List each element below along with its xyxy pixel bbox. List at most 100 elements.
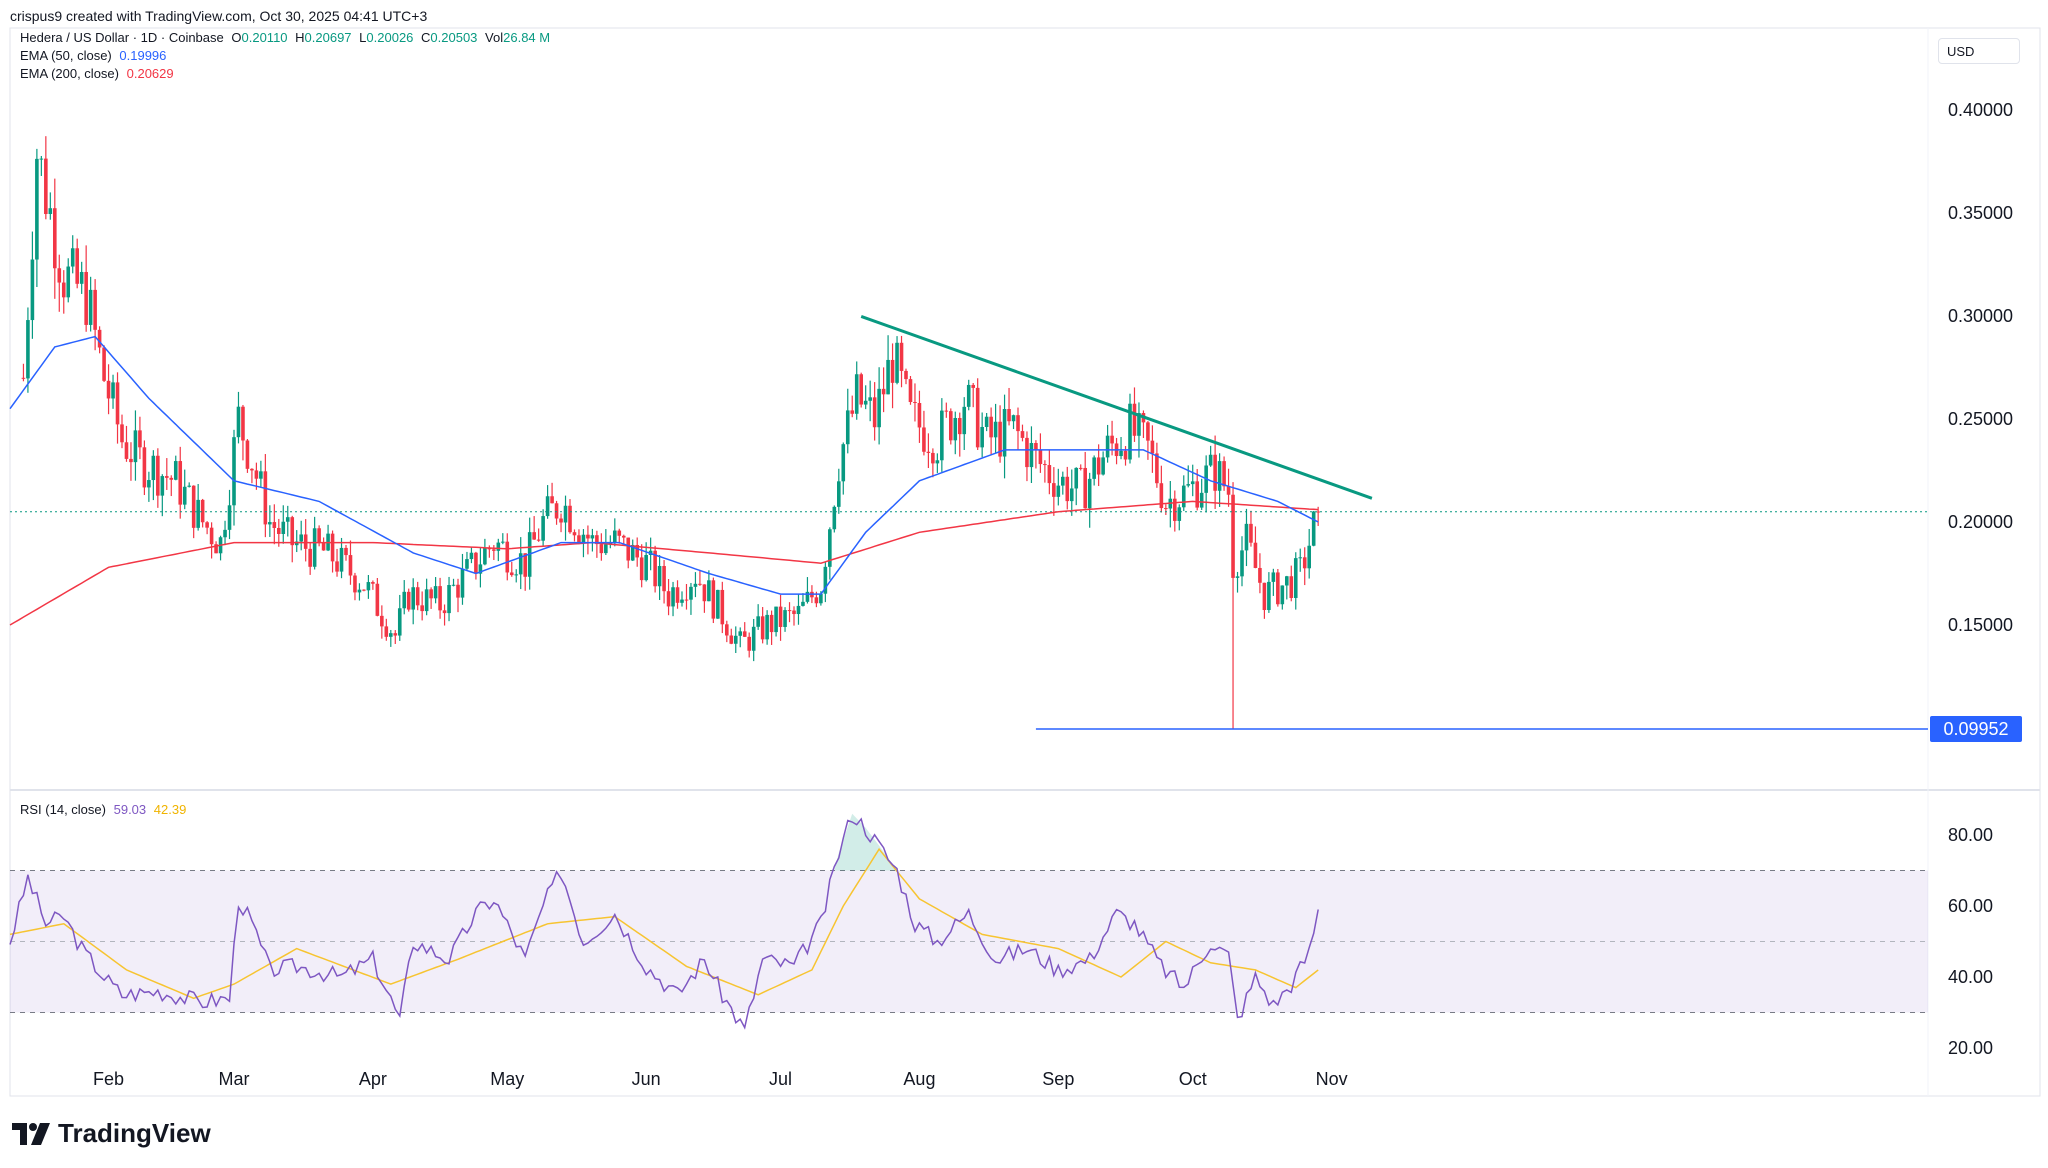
candle-body xyxy=(478,564,483,574)
candle-body xyxy=(1276,572,1280,605)
low-value: 0.20026 xyxy=(366,30,414,45)
rsi-axis[interactable]: 80.00 60.00 40.00 20.00 xyxy=(1948,825,1993,1058)
close-value: 0.20503 xyxy=(430,30,478,45)
candle-body xyxy=(1155,453,1159,484)
candle-body xyxy=(523,553,527,577)
candle-body xyxy=(940,410,944,461)
candle-body xyxy=(1190,481,1195,485)
volume-value: 26.84 M xyxy=(503,30,551,45)
tradingview-logo-icon xyxy=(12,1122,50,1145)
candle-body xyxy=(371,582,375,584)
candle-body xyxy=(133,430,138,463)
candle-body xyxy=(469,552,474,560)
symbol-name[interactable]: Hedera / US Dollar · 1D · Coinbase xyxy=(20,30,224,45)
candle-body xyxy=(760,616,765,640)
candle-body xyxy=(1289,576,1294,598)
candle-body xyxy=(438,586,442,611)
candle-body xyxy=(792,610,796,615)
candle-body xyxy=(559,518,563,523)
low-price-badge[interactable] xyxy=(1930,716,2022,743)
close-label: C xyxy=(421,30,431,45)
candle-body xyxy=(290,517,295,546)
candle-body xyxy=(245,440,250,469)
candle-body xyxy=(747,636,751,651)
candle-body xyxy=(442,610,447,614)
time-tick-label: Feb xyxy=(93,1069,124,1089)
candle-body xyxy=(1213,454,1217,491)
candle-body xyxy=(30,259,35,321)
candle-body xyxy=(662,566,666,592)
candle-body xyxy=(975,387,980,448)
candle-body xyxy=(61,282,66,298)
candle-body xyxy=(671,587,675,607)
candle-body xyxy=(411,587,415,610)
candle-body xyxy=(173,461,178,480)
candle-body xyxy=(48,208,53,215)
candle-body xyxy=(420,605,424,612)
price-axis[interactable]: 0.40000 0.35000 0.30000 0.25000 0.20000 0.150… xyxy=(1948,100,2013,635)
candle-body xyxy=(160,476,165,496)
candle-body xyxy=(348,555,353,576)
time-tick-label: Jun xyxy=(632,1069,661,1089)
candle-body xyxy=(980,426,984,448)
candle-body xyxy=(402,591,407,609)
candle-body xyxy=(841,444,846,482)
price-tick-label: 0.30000 xyxy=(1948,306,2013,326)
candle-body xyxy=(277,527,281,534)
candle-body xyxy=(451,584,456,586)
brand-name: TradingView xyxy=(58,1118,211,1148)
candle-body xyxy=(35,158,39,260)
candle-body xyxy=(353,575,357,593)
candle-body xyxy=(1271,572,1276,582)
candle-body xyxy=(738,631,743,636)
candle-body xyxy=(769,614,774,633)
candle-body xyxy=(554,503,559,519)
candle-body xyxy=(415,587,420,606)
time-tick-label: May xyxy=(490,1069,524,1089)
candle-body xyxy=(456,584,460,598)
candle-body xyxy=(156,455,160,496)
candle-body xyxy=(380,615,384,627)
rsi-legend[interactable]: RSI (14, close) 59.03 42.39 xyxy=(20,802,186,817)
candle-body xyxy=(796,605,801,615)
ema50-line xyxy=(9,335,1319,595)
candle-body xyxy=(93,289,97,330)
candle-body xyxy=(362,589,366,591)
time-tick-label: Apr xyxy=(359,1069,387,1089)
rsi-tick-label: 80.00 xyxy=(1948,825,1993,845)
tradingview-logo[interactable]: TradingView xyxy=(12,1118,211,1149)
candle-body xyxy=(205,522,209,528)
candle-body xyxy=(344,547,348,556)
ema50-value: 0.19996 xyxy=(119,48,167,63)
ema200-legend[interactable]: EMA (200, close) 0.20629 xyxy=(20,66,174,81)
descending-trendline[interactable] xyxy=(860,314,1373,500)
candle-body xyxy=(1262,582,1267,611)
candle-body xyxy=(1280,585,1285,605)
time-tick-label: Sep xyxy=(1042,1069,1074,1089)
candle-body xyxy=(644,555,648,581)
rsi-tick-label: 20.00 xyxy=(1948,1038,1993,1058)
candle-body xyxy=(895,342,899,383)
candle-body xyxy=(389,633,393,637)
candle-body xyxy=(823,566,828,594)
ema50-label: EMA (50, close) xyxy=(20,48,112,63)
candle-body xyxy=(541,516,545,541)
candle-body xyxy=(993,421,998,438)
candle-body xyxy=(653,550,657,587)
currency-selector[interactable]: USD xyxy=(1938,38,2020,64)
ema50-legend[interactable]: EMA (50, close) 0.19996 xyxy=(20,48,166,63)
candle-body xyxy=(335,561,339,572)
ema200-value: 0.20629 xyxy=(126,66,174,81)
candle-body xyxy=(474,552,478,574)
candle-body xyxy=(182,486,187,505)
candle-body xyxy=(111,382,115,399)
high-label: H xyxy=(295,30,305,45)
time-axis[interactable]: Feb Mar Apr May Jun Jul Aug Sep Oct Nov xyxy=(93,1069,1348,1089)
candle-body xyxy=(828,529,832,567)
candle-body xyxy=(1195,481,1199,508)
candle-body xyxy=(406,591,411,610)
time-tick-label: Aug xyxy=(903,1069,935,1089)
candle-body xyxy=(698,583,702,585)
candle-body xyxy=(1069,488,1074,502)
